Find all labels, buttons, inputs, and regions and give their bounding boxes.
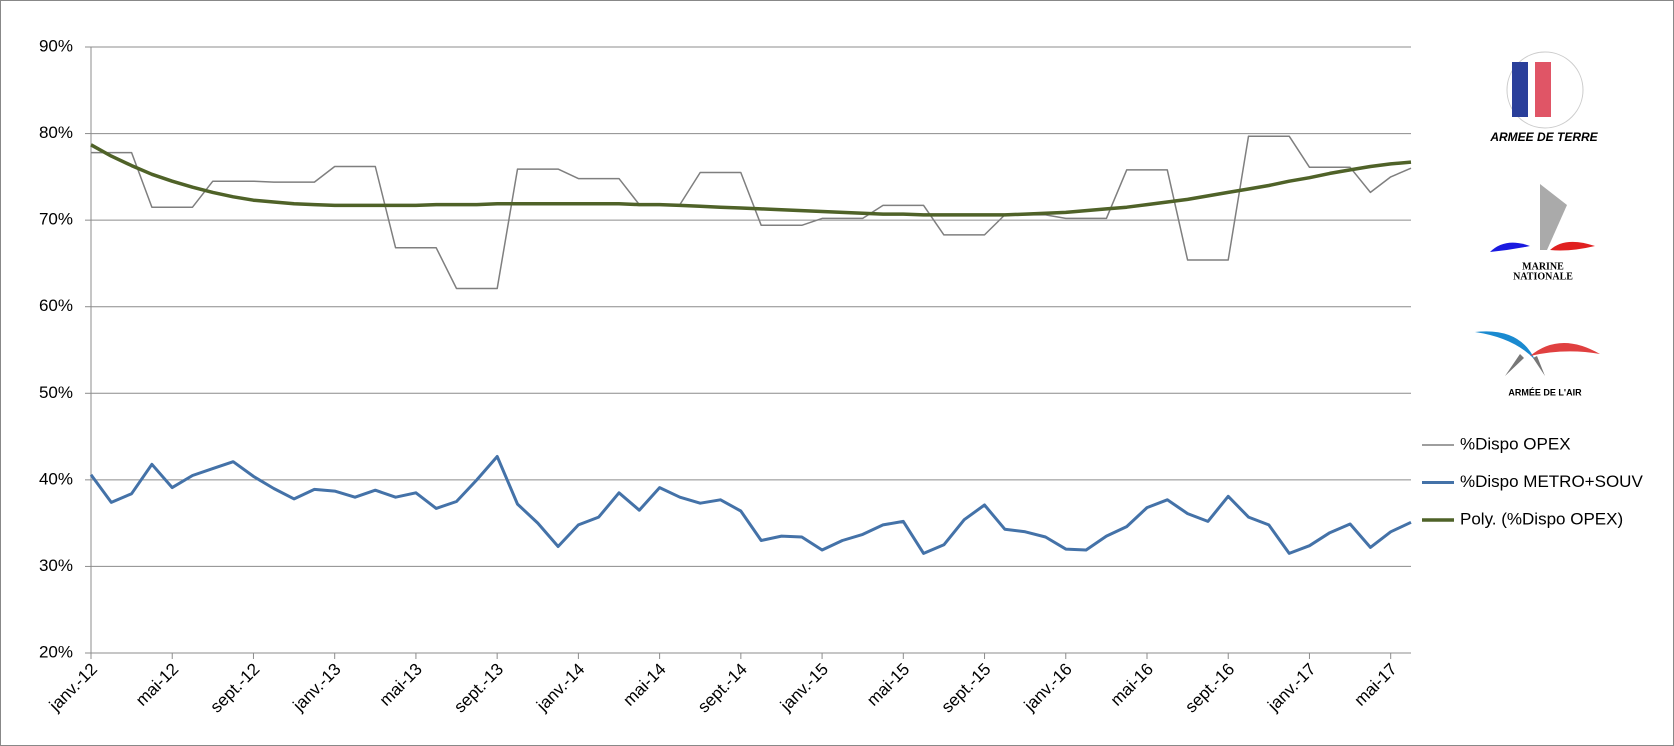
logo-text: ARMEE DE TERRE bbox=[1489, 130, 1598, 144]
logo-armee-de-terre: ARMEE DE TERRE bbox=[1489, 51, 1599, 144]
logo-shape bbox=[1512, 62, 1528, 117]
logo-shape bbox=[1475, 331, 1535, 360]
legend-label: %Dispo METRO+SOUV bbox=[1460, 472, 1643, 491]
logo-shape bbox=[1540, 184, 1567, 250]
logo-text: ARMÉE DE L'AIR bbox=[1508, 387, 1582, 397]
logo-shape bbox=[1505, 354, 1545, 376]
y-tick-label: 40% bbox=[39, 469, 73, 488]
logo-shape bbox=[1506, 51, 1584, 129]
logo-text: NATIONALE bbox=[1513, 271, 1573, 282]
logo-shape bbox=[1490, 242, 1530, 252]
series-line bbox=[91, 135, 1412, 290]
logo-shape bbox=[1535, 62, 1551, 117]
logo-marine: MARINE NATIONALE bbox=[1490, 184, 1595, 282]
series-line bbox=[90, 143, 1412, 217]
legend-label: Poly. (%Dispo OPEX) bbox=[1460, 509, 1623, 528]
series-line bbox=[89, 455, 1412, 555]
logo-text: MARINE bbox=[1522, 261, 1564, 272]
y-tick-label: 50% bbox=[39, 383, 73, 402]
y-tick-label: 80% bbox=[39, 123, 73, 142]
y-tick-label: 90% bbox=[39, 36, 73, 55]
logo-shape bbox=[1550, 241, 1595, 251]
y-tick-label: 70% bbox=[39, 210, 73, 229]
logo-shape bbox=[1530, 342, 1600, 356]
legend-label: %Dispo OPEX bbox=[1460, 434, 1571, 453]
y-tick-label: 30% bbox=[39, 556, 73, 575]
y-tick-label: 60% bbox=[39, 296, 73, 315]
y-tick-label: 20% bbox=[39, 642, 73, 661]
logo-armee-de-l-air: ARMÉE DE L'AIR bbox=[1475, 331, 1600, 397]
